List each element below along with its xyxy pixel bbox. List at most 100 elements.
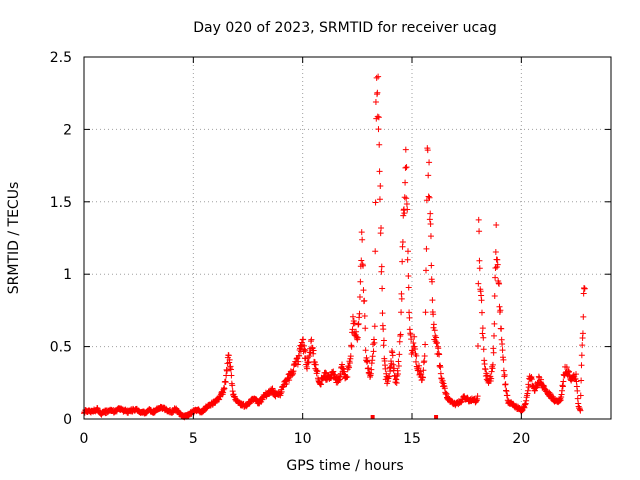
data-point xyxy=(355,320,362,327)
data-point xyxy=(429,278,436,285)
data-point xyxy=(501,371,508,378)
data-point xyxy=(386,373,393,380)
data-point xyxy=(402,146,409,153)
y-tick-label: 1.5 xyxy=(50,195,72,211)
data-point xyxy=(422,341,429,348)
data-point xyxy=(420,367,427,374)
data-point xyxy=(436,351,443,358)
data-point xyxy=(418,371,425,378)
data-point xyxy=(489,361,496,368)
data-point xyxy=(400,212,407,219)
data-point xyxy=(491,320,498,327)
data-point xyxy=(362,347,369,354)
data-point xyxy=(405,273,412,280)
data-point xyxy=(370,341,377,348)
data-points xyxy=(81,73,588,421)
data-point xyxy=(579,342,586,349)
data-point xyxy=(427,221,434,228)
data-point xyxy=(389,352,396,359)
data-point xyxy=(376,141,383,148)
data-point xyxy=(474,393,481,400)
data-point xyxy=(372,248,379,255)
data-point xyxy=(573,371,580,378)
data-point xyxy=(478,297,485,304)
data-point xyxy=(376,168,383,175)
data-point xyxy=(499,340,506,347)
y-tick-label: 0 xyxy=(63,412,72,428)
data-point xyxy=(395,362,402,369)
data-point xyxy=(433,339,440,346)
data-point-outlier xyxy=(370,415,375,419)
data-point xyxy=(398,290,405,297)
data-point xyxy=(361,297,368,304)
data-point xyxy=(393,379,400,386)
data-point xyxy=(492,249,499,256)
data-point xyxy=(573,378,580,385)
data-point xyxy=(421,353,428,360)
data-point xyxy=(403,195,410,202)
data-point xyxy=(360,262,367,269)
data-point xyxy=(300,336,307,343)
data-point xyxy=(578,362,585,369)
y-tick-label: 1 xyxy=(63,267,72,283)
data-point xyxy=(304,365,311,372)
data-point xyxy=(498,325,505,332)
data-point xyxy=(497,307,504,314)
data-point xyxy=(395,371,402,378)
chart-title: Day 020 of 2023, SRMTID for receiver uca… xyxy=(193,20,496,36)
data-point xyxy=(425,193,432,200)
data-point xyxy=(371,339,378,346)
data-point xyxy=(474,343,481,350)
data-point xyxy=(412,358,419,365)
data-point xyxy=(423,267,430,274)
data-point xyxy=(353,328,360,335)
y-tick-label: 2 xyxy=(63,122,72,138)
data-point xyxy=(302,347,309,354)
data-point xyxy=(378,268,385,275)
data-point xyxy=(413,352,420,359)
data-point xyxy=(398,309,405,316)
y-tick-label: 0.5 xyxy=(50,340,72,356)
x-tick-label: 20 xyxy=(512,431,530,447)
data-point xyxy=(374,89,381,96)
data-point xyxy=(580,313,587,320)
x-tick-label: 15 xyxy=(403,431,421,447)
x-axis-label: GPS time / hours xyxy=(286,458,403,474)
data-point xyxy=(423,245,430,252)
data-point xyxy=(344,373,351,380)
data-point xyxy=(330,368,337,375)
data-point xyxy=(437,364,444,371)
data-point xyxy=(431,327,438,334)
data-point xyxy=(398,295,405,302)
data-point xyxy=(493,221,500,228)
data-point xyxy=(422,309,429,316)
data-point xyxy=(401,194,408,201)
data-point xyxy=(488,375,495,382)
data-point xyxy=(404,248,411,255)
data-point xyxy=(372,199,379,206)
data-point xyxy=(378,263,385,270)
data-point xyxy=(224,367,231,374)
y-tick-label: 2.5 xyxy=(50,50,72,66)
data-point xyxy=(435,345,442,352)
data-point xyxy=(375,73,382,80)
data-point xyxy=(479,325,486,332)
data-point xyxy=(374,113,381,120)
data-point xyxy=(496,303,503,310)
data-point xyxy=(560,378,567,385)
data-point xyxy=(404,256,411,263)
data-point xyxy=(419,374,426,381)
data-point xyxy=(382,365,389,372)
data-point xyxy=(399,258,406,265)
data-point xyxy=(578,377,585,384)
data-point xyxy=(296,352,303,359)
data-point xyxy=(290,368,297,375)
data-point xyxy=(492,265,499,272)
data-point xyxy=(229,382,236,389)
data-point xyxy=(380,326,387,333)
data-point xyxy=(480,334,487,341)
data-point xyxy=(439,377,446,384)
data-point xyxy=(403,164,410,171)
data-point xyxy=(396,351,403,358)
